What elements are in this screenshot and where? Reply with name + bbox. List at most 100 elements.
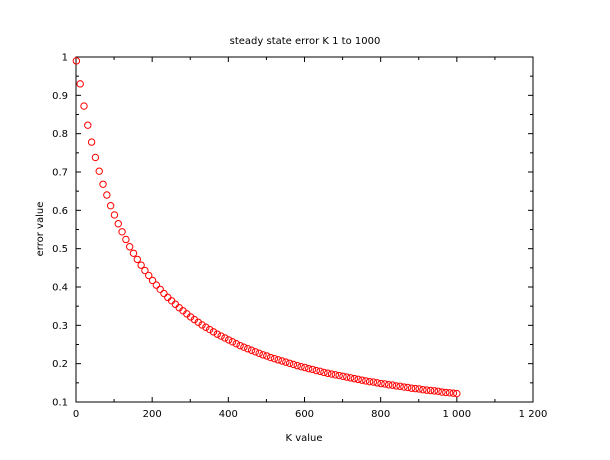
data-point	[430, 387, 439, 395]
data-point	[122, 235, 130, 244]
data-point	[236, 341, 244, 350]
data-point	[84, 121, 92, 129]
x-tick-label: 1 000	[443, 409, 472, 420]
data-point	[419, 386, 427, 394]
data-point	[228, 338, 237, 346]
data-point	[308, 365, 317, 374]
data-point	[217, 332, 225, 340]
data-point	[232, 340, 241, 348]
y-axis: 0.1 0.2 0.3 0.4 0.5 0.6 0.7 0.8 0.9 1	[52, 53, 533, 409]
data-point	[274, 356, 282, 364]
data-point	[343, 373, 351, 381]
data-point	[388, 381, 397, 389]
data-point	[225, 336, 233, 344]
data-point	[282, 358, 290, 366]
data-point	[240, 343, 248, 351]
y-axis-label: error value	[35, 202, 46, 257]
data-point	[118, 228, 126, 236]
data-point	[114, 220, 122, 228]
x-tick-label: 200	[143, 409, 162, 420]
data-point	[209, 328, 218, 336]
data-point	[137, 261, 145, 269]
data-point	[80, 102, 88, 110]
data-point	[255, 349, 263, 358]
data-point	[171, 300, 180, 308]
y-tick-label: 0.6	[52, 206, 68, 217]
x-tick-label: 600	[295, 409, 314, 420]
data-point	[289, 360, 298, 369]
data-point	[304, 364, 313, 373]
data-point	[91, 153, 100, 162]
data-point	[339, 372, 347, 381]
data-point	[320, 368, 328, 377]
y-tick-label: 0.3	[52, 321, 68, 332]
data-point	[205, 325, 214, 334]
y-tick-label: 0.5	[52, 244, 68, 255]
data-point	[145, 271, 153, 280]
data-point	[259, 351, 267, 359]
data-point	[221, 334, 229, 342]
data-point	[213, 330, 221, 338]
data-point	[392, 382, 400, 390]
data-point	[346, 374, 355, 382]
data-point	[198, 321, 206, 329]
data-point	[87, 138, 96, 146]
data-point	[426, 386, 435, 395]
data-point	[293, 361, 301, 370]
data-point	[152, 281, 161, 289]
data-point	[263, 352, 271, 360]
data-point	[270, 354, 279, 363]
data-point	[362, 377, 370, 385]
data-point	[335, 371, 343, 380]
y-tick-label: 1	[62, 53, 68, 64]
data-point	[156, 285, 164, 293]
x-tick-label: 800	[371, 409, 390, 420]
x-axis: 0 200 400 600 800 1 000 1 200	[73, 57, 548, 420]
data-point	[297, 363, 305, 371]
y-tick-label: 0.9	[52, 91, 68, 102]
data-point	[167, 297, 176, 305]
data-point	[285, 359, 294, 367]
data-point	[369, 378, 378, 386]
data-point	[350, 374, 359, 383]
x-tick-label: 1 200	[519, 409, 548, 420]
data-point	[244, 345, 252, 353]
data-point	[404, 383, 412, 392]
data-point	[358, 376, 366, 384]
x-tick-label: 400	[219, 409, 238, 420]
data-point	[449, 389, 458, 397]
data-point	[331, 371, 340, 379]
data-point	[148, 276, 157, 285]
data-point	[110, 211, 119, 219]
x-tick-label: 0	[73, 409, 79, 420]
plot-area-frame	[75, 56, 534, 403]
data-point	[141, 266, 149, 275]
chart-title: steady state error K 1 to 1000	[230, 36, 381, 47]
data-point	[129, 249, 138, 257]
data-point	[95, 167, 103, 175]
data-point	[381, 380, 389, 388]
data-point	[415, 385, 423, 393]
data-point	[103, 191, 111, 199]
data-point	[411, 384, 420, 393]
data-point	[442, 388, 450, 397]
data-point	[400, 383, 408, 391]
data-points	[72, 57, 461, 398]
x-axis-label: K value	[285, 433, 322, 444]
data-point	[453, 389, 461, 398]
data-point	[396, 382, 404, 390]
data-point	[316, 367, 324, 376]
data-point	[164, 293, 172, 302]
y-tick-label: 0.7	[52, 168, 68, 179]
data-point	[423, 386, 431, 394]
data-point	[438, 388, 446, 396]
data-point	[278, 357, 286, 365]
data-point	[365, 377, 374, 386]
data-point	[312, 366, 321, 375]
data-point	[106, 202, 115, 210]
data-point	[160, 289, 168, 298]
data-point	[324, 369, 332, 377]
y-tick-label: 0.8	[52, 129, 68, 140]
data-point	[373, 379, 381, 387]
